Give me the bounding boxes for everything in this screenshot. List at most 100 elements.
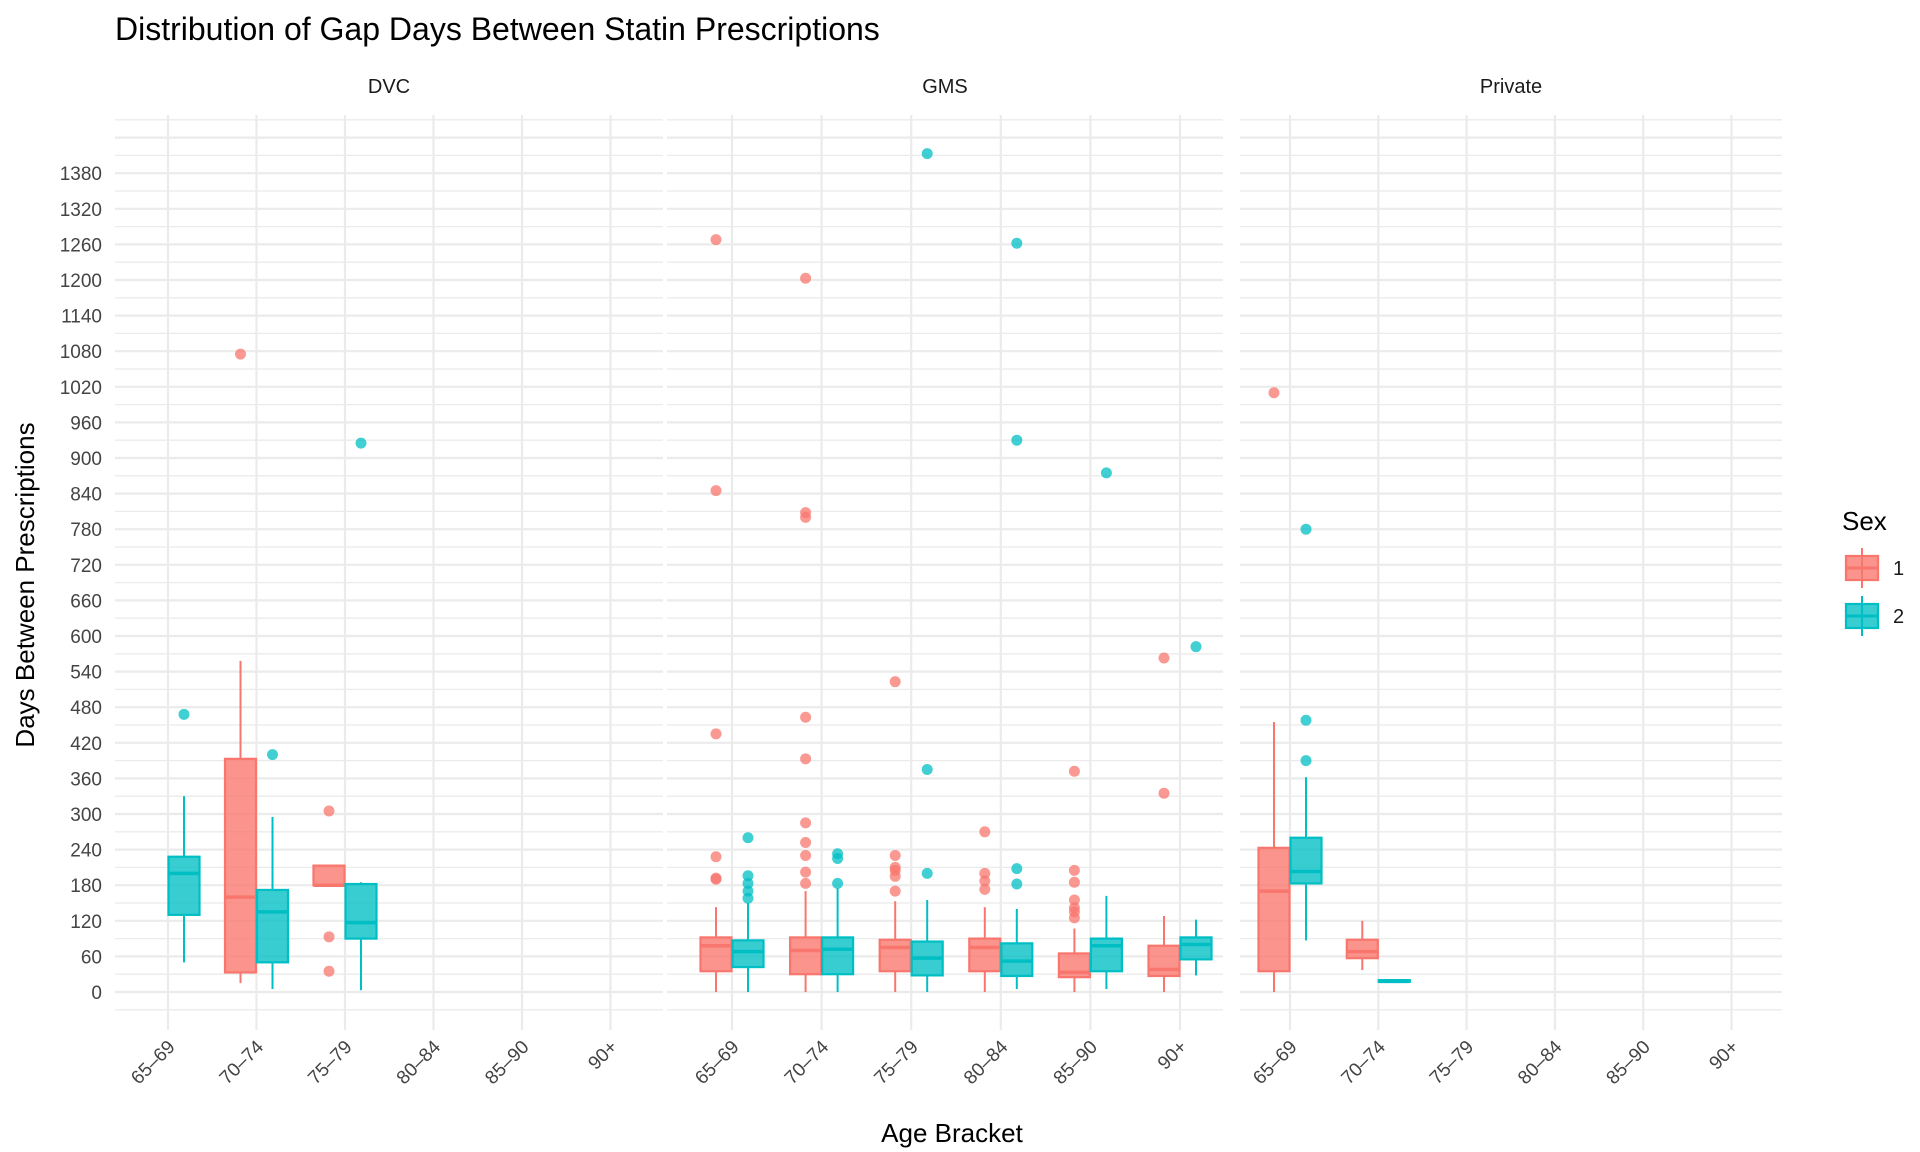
outlier-point: [710, 851, 722, 863]
x-tick-label: 65–69: [127, 1037, 179, 1089]
y-axis-label: Days Between Prescriptions: [10, 422, 40, 747]
outlier-point: [832, 877, 844, 889]
box: [1147, 944, 1181, 978]
x-tick-label: 80–84: [1514, 1036, 1567, 1089]
outlier-point: [979, 883, 991, 895]
x-tick-label: 65–69: [1249, 1037, 1301, 1089]
outlier-point: [1300, 714, 1312, 726]
outlier-point: [921, 148, 933, 160]
x-tick-label: 70–74: [1338, 1036, 1391, 1089]
outlier-point: [323, 931, 335, 943]
x-tick-label: 90+: [1705, 1037, 1743, 1075]
box: [344, 882, 378, 940]
outlier-point: [1068, 876, 1080, 888]
outlier-point: [800, 753, 812, 765]
box-group: [255, 749, 290, 990]
outlier-point: [800, 817, 812, 829]
box-layer: [167, 148, 1411, 992]
outlier-point: [1158, 787, 1170, 799]
box-group: [312, 805, 346, 977]
outlier-point: [889, 850, 901, 862]
outlier-point: [921, 764, 933, 775]
outlier-point: [800, 511, 812, 523]
box-group: [820, 848, 855, 992]
box: [820, 936, 855, 976]
x-tick-label: 90+: [584, 1037, 622, 1075]
box-group: [1147, 652, 1181, 992]
facet-strip-labels: DVC GMS Private: [368, 76, 1542, 98]
x-tick-label: 70–74: [216, 1036, 269, 1089]
box: [968, 937, 1002, 973]
box: [255, 888, 290, 964]
chart-title: Distribution of Gap Days Between Statin …: [115, 11, 880, 47]
grid-layer: [115, 115, 1782, 1030]
box: [223, 757, 258, 974]
y-tick-label: 120: [70, 912, 102, 933]
outlier-point: [742, 877, 754, 889]
outlier-point: [800, 272, 812, 284]
box: [878, 938, 912, 973]
box-group: [344, 437, 378, 991]
x-tick-label: 85–90: [1603, 1037, 1655, 1089]
outlier-point: [235, 348, 246, 360]
box-group: [731, 832, 765, 992]
box-group: [1257, 387, 1291, 992]
box-group: [167, 708, 201, 963]
x-tick-label: 70–74: [781, 1036, 834, 1089]
box-group: [1179, 641, 1213, 976]
y-tick-label: 540: [70, 663, 102, 684]
outlier-point: [267, 749, 278, 761]
box-group: [223, 348, 258, 984]
box: [1345, 938, 1379, 960]
x-tick-label: 85–90: [481, 1037, 533, 1089]
outlier-point: [800, 850, 812, 862]
y-tick-label: 60: [81, 947, 102, 968]
outlier-point: [710, 234, 722, 246]
outlier-point: [800, 877, 812, 889]
outlier-point: [710, 485, 722, 497]
box: [1257, 846, 1291, 973]
y-tick-label: 0: [91, 983, 102, 1004]
box: [731, 939, 765, 969]
outlier-point: [979, 826, 991, 838]
box-group: [1377, 979, 1411, 984]
y-tick-label: 1260: [60, 235, 102, 256]
outlier-point: [1100, 467, 1112, 479]
y-tick-label: 240: [70, 841, 102, 862]
x-tick-label: 75–79: [304, 1037, 356, 1089]
outlier-point: [832, 853, 844, 864]
y-tick-label: 180: [70, 876, 102, 897]
y-tick-label: 480: [70, 698, 102, 719]
outlier-point: [1158, 652, 1170, 664]
box-group: [878, 676, 912, 992]
outlier-point: [178, 708, 190, 720]
facet-label: Private: [1480, 76, 1542, 98]
y-tick-label: 720: [70, 556, 102, 577]
y-axis-ticks: 0 60 120 180 240 300 360 420 480 540 600 660 720 780 8…: [60, 164, 102, 1004]
outlier-point: [889, 870, 901, 882]
outlier-point: [889, 885, 901, 897]
outlier-point: [1011, 863, 1023, 875]
outlier-point: [742, 832, 754, 844]
y-tick-label: 420: [70, 734, 102, 755]
y-tick-label: 1080: [60, 342, 102, 363]
y-tick-label: 660: [70, 591, 102, 612]
outlier-point: [323, 965, 335, 977]
y-tick-label: 300: [70, 805, 102, 826]
outlier-point: [1068, 912, 1080, 924]
box-group: [1089, 467, 1124, 990]
y-tick-label: 1200: [60, 271, 102, 292]
outlier-point: [1068, 894, 1080, 906]
outlier-point: [1011, 434, 1023, 446]
outlier-point: [1068, 864, 1080, 876]
box-group: [699, 234, 733, 992]
facet-label: GMS: [922, 76, 968, 98]
outlier-point: [1011, 878, 1023, 890]
outlier-point: [1300, 523, 1312, 535]
facet-label: DVC: [368, 76, 410, 98]
outlier-point: [742, 892, 754, 904]
y-tick-label: 1020: [60, 378, 102, 399]
outlier-point: [323, 805, 335, 817]
legend: Sex 1 2: [1842, 506, 1904, 636]
x-axis-label: Age Bracket: [881, 1118, 1023, 1148]
